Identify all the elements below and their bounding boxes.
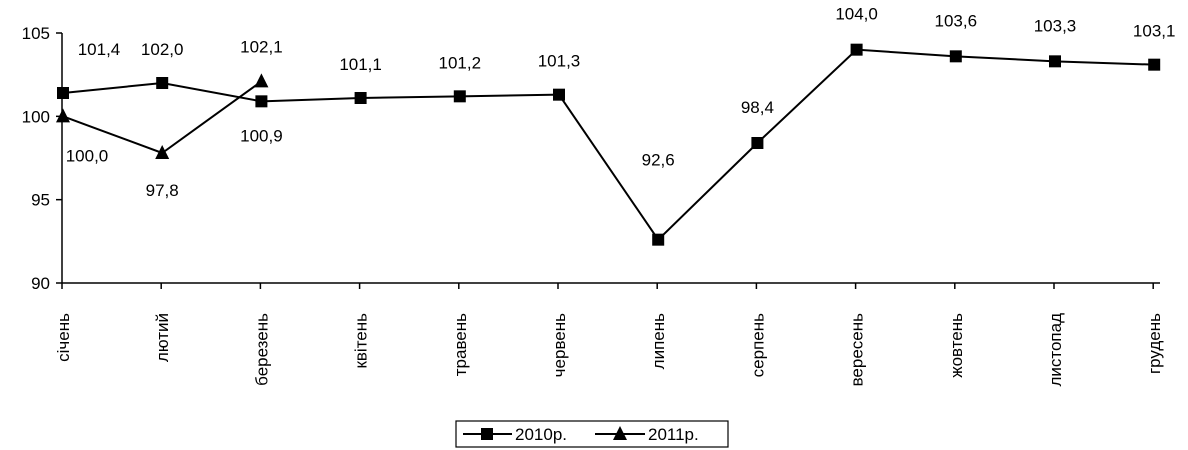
square-marker (652, 233, 665, 246)
data-label: 102,1 (240, 37, 283, 56)
square-marker (1049, 55, 1061, 68)
y-axis: 90 95 100 105 (22, 24, 63, 293)
series-2010 (57, 43, 1161, 246)
x-category-label: травень (451, 313, 470, 376)
y-tick-label: 105 (22, 24, 50, 43)
triangle-marker (254, 73, 269, 88)
square-marker (553, 88, 565, 101)
data-label: 92,6 (642, 151, 675, 170)
data-label: 103,3 (1034, 16, 1077, 35)
square-marker (949, 50, 962, 63)
square-marker (850, 43, 863, 56)
data-label: 100,9 (240, 126, 283, 145)
square-marker (255, 95, 268, 108)
triangle-marker (56, 108, 70, 123)
square-marker (453, 90, 466, 103)
x-category-label: січень (54, 313, 73, 362)
series-2011 (56, 73, 269, 159)
data-label: 104,0 (835, 5, 878, 24)
legend: 2010р. 2011р. (455, 420, 729, 448)
data-label: 102,0 (141, 40, 184, 59)
data-label: 98,4 (741, 98, 774, 117)
data-label: 103,6 (935, 11, 978, 30)
square-marker (1148, 58, 1161, 71)
legend-square-marker (481, 428, 493, 440)
x-category-label: червень (550, 313, 569, 377)
legend-label-2010: 2010р. (515, 425, 567, 444)
x-category-label: серпень (748, 313, 767, 377)
legend-triangle-marker (613, 426, 627, 440)
data-label: 100,0 (66, 146, 109, 165)
data-label: 101,2 (439, 53, 482, 72)
x-category-label: грудень (1145, 313, 1164, 374)
series-layer (56, 43, 1161, 246)
square-marker (156, 77, 169, 89)
data-label: 101,4 (78, 40, 121, 59)
series-line (62, 48, 1155, 242)
x-category-label: вересень (848, 313, 867, 387)
y-tick-label: 95 (31, 191, 50, 210)
triangle-marker (155, 145, 170, 159)
data-labels: 101,4 102,0 100,9 101,1 101,2 101,3 92,6 98,4 10… (66, 5, 1176, 200)
data-label: 103,1 (1133, 22, 1176, 41)
x-category-label: березень (252, 313, 271, 386)
data-label: 101,1 (339, 55, 382, 74)
x-category-label: жовтень (947, 313, 966, 378)
legend-label-2011: 2011р. (648, 425, 699, 444)
x-category-label: листопад (1046, 313, 1065, 387)
x-axis: січень лютий березень квітень травень червень… (54, 282, 1164, 387)
x-category-label: лютий (153, 313, 172, 362)
y-tick-label: 100 (22, 107, 50, 126)
square-marker (354, 92, 367, 104)
y-tick-label: 90 (31, 274, 50, 293)
data-label: 97,8 (146, 181, 179, 200)
series-line (62, 80, 262, 155)
x-category-label: липень (649, 313, 668, 369)
square-marker (57, 87, 69, 99)
data-label: 101,3 (538, 52, 581, 71)
square-marker (751, 137, 764, 149)
x-category-label: квітень (352, 313, 371, 369)
